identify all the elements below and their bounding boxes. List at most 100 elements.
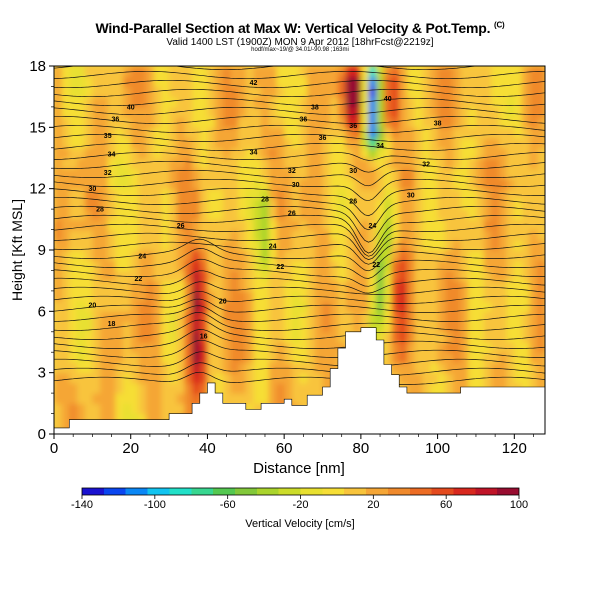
field-cell	[399, 352, 408, 364]
field-cell	[184, 106, 193, 118]
field-cell	[445, 76, 454, 88]
field-cell	[422, 352, 431, 364]
field-cell	[521, 219, 531, 231]
field-cell	[107, 393, 116, 404]
field-cell	[391, 260, 400, 272]
contour-label: 36	[349, 123, 357, 130]
field-cell	[498, 127, 508, 139]
field-cell	[54, 147, 63, 159]
field-cell	[230, 331, 239, 343]
field-cell	[483, 106, 492, 118]
field-cell	[84, 270, 93, 282]
field-cell	[245, 147, 255, 159]
field-cell	[360, 270, 370, 282]
field-cell	[207, 117, 216, 128]
field-cell	[161, 331, 170, 343]
field-cell	[314, 352, 324, 364]
field-cell	[460, 188, 469, 200]
field-cell	[537, 372, 545, 384]
field-cell	[77, 117, 86, 128]
field-cell	[460, 260, 469, 272]
field-cell	[215, 290, 224, 302]
field-cell	[107, 209, 116, 220]
field-cell	[268, 76, 278, 88]
field-cell	[406, 66, 416, 77]
field-cell	[422, 260, 431, 272]
field-cell	[460, 178, 469, 190]
field-cell	[54, 239, 63, 251]
field-cell	[414, 188, 423, 200]
field-cell	[261, 178, 270, 190]
field-cell	[84, 250, 93, 261]
field-cell	[176, 147, 186, 159]
field-cell	[406, 331, 416, 343]
field-cell	[468, 96, 477, 108]
field-cell	[353, 96, 362, 108]
field-cell	[61, 331, 70, 343]
field-cell	[437, 301, 446, 312]
field-cell	[123, 413, 132, 425]
field-cell	[61, 342, 70, 353]
field-cell	[291, 352, 301, 364]
field-cell	[452, 168, 462, 180]
field-cell	[54, 117, 63, 128]
field-cell	[376, 168, 385, 180]
field-cell	[337, 260, 347, 272]
field-cell	[368, 229, 377, 241]
field-cell	[406, 117, 416, 128]
field-cell	[353, 168, 362, 180]
field-cell	[146, 331, 155, 343]
field-cell	[222, 66, 232, 77]
field-cell	[468, 260, 477, 272]
contour-label: 26	[349, 198, 357, 205]
field-cell	[245, 137, 255, 149]
field-cell	[215, 321, 224, 333]
field-cell	[146, 342, 155, 353]
field-cell	[483, 147, 492, 159]
field-cell	[483, 219, 492, 231]
field-cell	[207, 331, 216, 343]
field-cell	[452, 117, 462, 128]
field-cell	[184, 219, 193, 231]
y-tick-label: 15	[29, 119, 46, 136]
field-cell	[230, 290, 239, 302]
field-cell	[291, 331, 301, 343]
field-cell	[468, 239, 477, 251]
field-cell	[84, 147, 93, 159]
field-cell	[100, 413, 109, 425]
contour-label: 30	[407, 192, 415, 199]
field-cell	[314, 280, 324, 292]
field-cell	[138, 96, 147, 108]
field-cell	[161, 290, 170, 302]
field-cell	[521, 188, 531, 200]
field-cell	[284, 198, 293, 210]
field-cell	[161, 209, 170, 220]
colorbar-tick-label: -20	[293, 499, 309, 511]
field-cell	[353, 198, 362, 210]
field-cell	[230, 178, 239, 190]
field-cell	[529, 198, 538, 210]
field-cell	[268, 331, 278, 343]
field-cell	[69, 106, 78, 118]
field-cell	[69, 321, 78, 333]
field-cell	[322, 270, 331, 282]
contour-label: 38	[434, 121, 442, 128]
field-cell	[383, 66, 393, 77]
field-cell	[322, 219, 331, 231]
field-cell	[146, 76, 155, 88]
field-cell	[84, 117, 93, 128]
field-cell	[123, 76, 132, 88]
field-cell	[276, 239, 285, 251]
field-cell	[115, 372, 124, 384]
field-cell	[521, 321, 531, 333]
field-cell	[514, 372, 523, 384]
field-cell	[314, 178, 324, 190]
field-cell	[107, 147, 116, 159]
field-cell	[207, 362, 216, 374]
field-cell	[123, 403, 132, 415]
field-cell	[322, 76, 331, 88]
field-cell	[199, 280, 209, 292]
field-cell	[414, 280, 423, 292]
field-cell	[291, 188, 301, 200]
field-cell	[276, 382, 285, 394]
